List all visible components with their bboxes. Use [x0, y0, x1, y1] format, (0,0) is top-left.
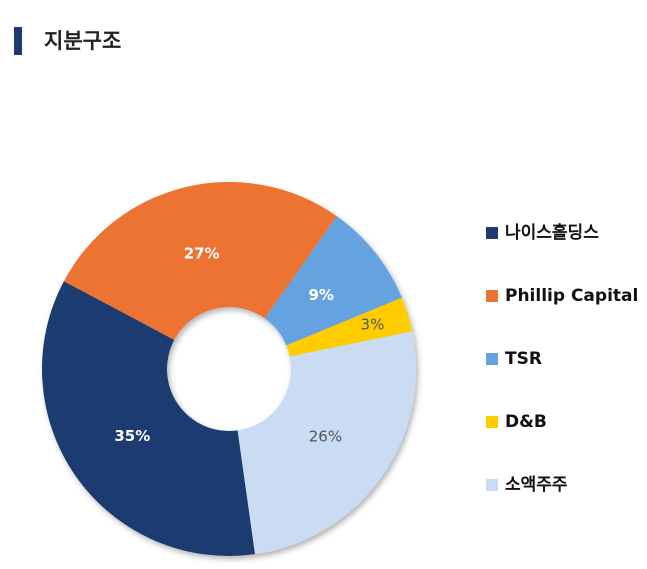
legend-label: 소액주주: [505, 475, 568, 495]
legend-swatch: [486, 353, 498, 365]
slice: [264, 216, 402, 346]
slice: [63, 182, 337, 340]
legend-swatch: [486, 227, 498, 239]
data-label: 35%: [114, 427, 150, 445]
legend-swatch: [486, 479, 498, 491]
legend-swatch: [486, 416, 498, 428]
data-label: 9%: [308, 286, 333, 304]
donut: [42, 182, 416, 556]
slice: [42, 281, 256, 556]
legend-swatch: [486, 290, 498, 302]
slice: [237, 331, 416, 555]
legend-label: TSR: [505, 349, 542, 369]
slice: [286, 297, 413, 357]
legend: 나이스홀딩스 Phillip Capital TSR D&B 소액주주: [486, 222, 638, 495]
chart-title: 지분구조: [44, 29, 121, 53]
data-label: 26%: [309, 428, 342, 446]
labels: 35% 27% 9% 3% 26%: [114, 245, 384, 446]
title-bar: [14, 27, 22, 55]
data-label: 3%: [361, 316, 385, 334]
data-label: 27%: [184, 245, 220, 263]
legend-label: D&B: [505, 412, 547, 432]
legend-label: Phillip Capital: [505, 286, 638, 306]
legend-label: 나이스홀딩스: [505, 222, 599, 243]
